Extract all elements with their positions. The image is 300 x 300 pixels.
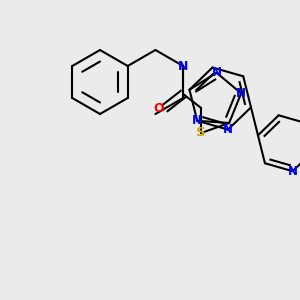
Text: N: N	[178, 59, 188, 73]
Text: N: N	[288, 165, 298, 178]
Text: S: S	[196, 127, 206, 140]
Text: O: O	[154, 101, 164, 115]
Text: N: N	[192, 114, 202, 127]
Text: N: N	[223, 123, 233, 136]
Text: N: N	[212, 66, 222, 79]
Text: N: N	[236, 87, 246, 100]
